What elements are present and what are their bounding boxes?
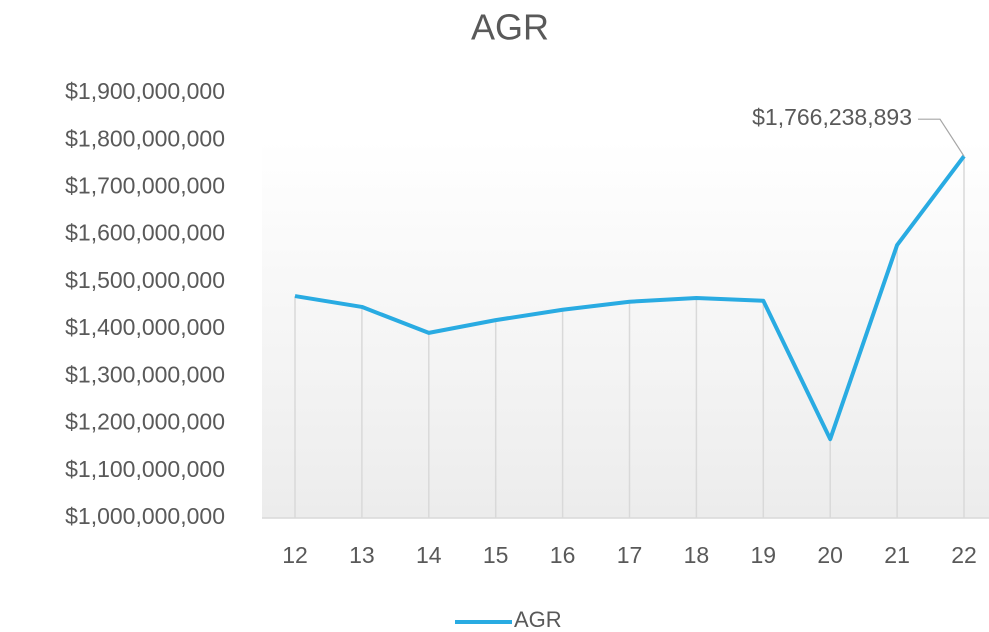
line-series	[294, 154, 966, 442]
y-tick-label: $1,300,000,000	[65, 361, 225, 387]
x-tick-label: 16	[550, 542, 576, 568]
x-tick-label: 12	[282, 542, 308, 568]
x-tick-label: 19	[751, 542, 777, 568]
y-tick-label: $1,100,000,000	[65, 456, 225, 482]
y-tick-label: $1,000,000,000	[65, 503, 225, 529]
x-tick-label: 17	[617, 542, 643, 568]
x-tick-label: 15	[483, 542, 509, 568]
y-tick-label: $1,900,000,000	[65, 78, 225, 104]
y-tick-label: $1,400,000,000	[65, 314, 225, 340]
plot-background	[262, 140, 989, 518]
y-tick-label: $1,800,000,000	[65, 125, 225, 151]
y-tick-label: $1,200,000,000	[65, 409, 225, 435]
data-label: $1,766,238,893	[752, 104, 912, 130]
x-tick-label: 14	[416, 542, 442, 568]
legend-label: AGR	[514, 607, 562, 632]
chart-title: AGR	[471, 7, 549, 48]
y-tick-label: $1,600,000,000	[65, 220, 225, 246]
leader-line	[918, 118, 965, 157]
y-tick-label: $1,500,000,000	[65, 267, 225, 293]
x-tick-label: 20	[817, 542, 843, 568]
x-tick-label: 22	[951, 542, 977, 568]
y-tick-label: $1,700,000,000	[65, 173, 225, 199]
x-tick-label: 18	[684, 542, 710, 568]
x-tick-label: 13	[349, 542, 375, 568]
x-tick-label: 21	[884, 542, 910, 568]
